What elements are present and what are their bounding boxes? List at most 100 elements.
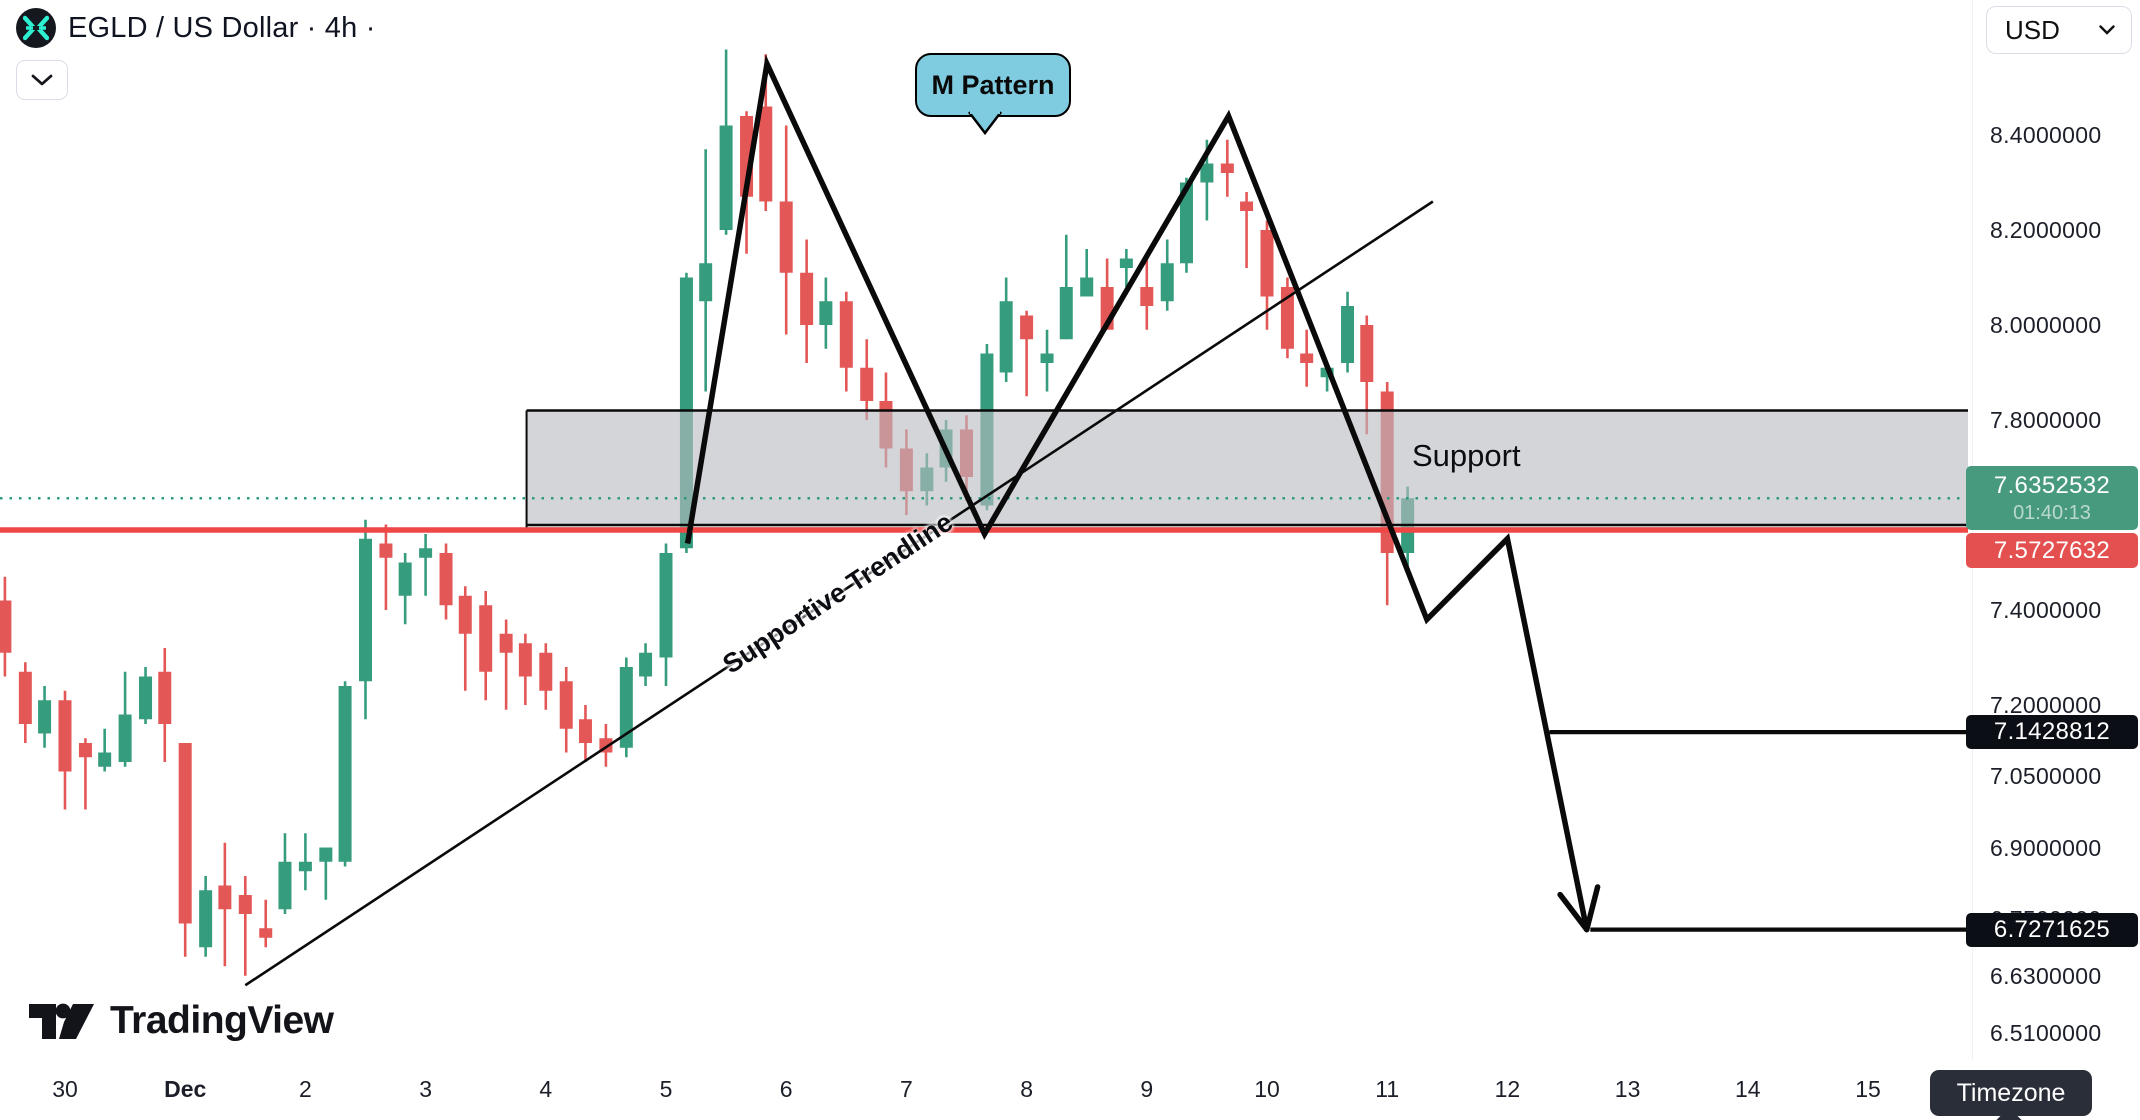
- time-tick-label: 11: [1375, 1076, 1400, 1102]
- time-tick-label: 12: [1494, 1076, 1521, 1102]
- legend-collapse-button[interactable]: [16, 60, 68, 100]
- bar-countdown: 01:40:13: [2013, 501, 2091, 524]
- candle-body: [98, 752, 112, 767]
- candle-body: [719, 125, 733, 230]
- timezone-button[interactable]: Timezone: [1930, 1070, 2092, 1116]
- candle-body: [78, 743, 92, 758]
- current-price-label: 7.6352532 01:40:13: [1966, 466, 2138, 531]
- candle-body: [278, 861, 292, 910]
- candle-body: [58, 700, 72, 772]
- candle-body: [860, 367, 874, 401]
- time-tick-label: 4: [539, 1076, 553, 1102]
- currency-select[interactable]: USD: [1986, 6, 2132, 54]
- candle-body: [359, 538, 372, 682]
- support-zone: [526, 410, 1968, 528]
- time-tick-label: 9: [1140, 1076, 1154, 1102]
- candle-body: [218, 885, 232, 910]
- candle-body: [999, 301, 1013, 373]
- price-tick-label: 8.4000000: [1990, 122, 2102, 148]
- candle-body: [1119, 258, 1133, 268]
- candle-body: [499, 633, 513, 653]
- supportive-trendline: [244, 200, 1434, 987]
- m-pattern-line: [684, 54, 1590, 931]
- m-pattern-callout[interactable]: M Pattern: [915, 53, 1071, 117]
- candle-body: [779, 201, 793, 273]
- candle-body: [38, 700, 52, 734]
- candle-body: [639, 652, 653, 677]
- candle-body: [1080, 277, 1094, 297]
- candle-body: [839, 301, 853, 368]
- target2-price-label: 6.7271625: [1966, 912, 2138, 947]
- candle-body: [479, 605, 493, 672]
- time-tick-label: Dec: [164, 1076, 207, 1102]
- candle-body: [178, 743, 192, 924]
- candle-body: [1179, 182, 1193, 264]
- target1-price-label: 7.1428812: [1966, 715, 2138, 750]
- chevron-down-icon: [2099, 25, 2115, 35]
- candle-body: [1059, 287, 1073, 340]
- candle-body: [158, 671, 172, 724]
- candle-body: [800, 272, 814, 325]
- time-tick-label: 14: [1735, 1076, 1761, 1102]
- time-tick-label: 7: [899, 1076, 913, 1102]
- time-tick-label: 15: [1855, 1076, 1881, 1102]
- support-zone-label[interactable]: Support: [1412, 438, 1521, 473]
- current-price-value: 7.6352532: [1993, 471, 2111, 499]
- egld-symbol-logo-icon[interactable]: [16, 8, 56, 48]
- price-tick-label: 7.0500000: [1990, 763, 2102, 790]
- candle-body: [619, 667, 633, 748]
- arrow-head: [1583, 884, 1601, 933]
- price-tick-label: 6.6300000: [1990, 962, 2102, 989]
- price-tick-label: 6.5100000: [1990, 1019, 2102, 1046]
- candle-body: [539, 652, 553, 691]
- candle-body: [1341, 306, 1355, 363]
- candle-body: [1160, 263, 1174, 302]
- price-tick-label: 7.8000000: [1990, 407, 2102, 433]
- m-pattern-callout-tail: [968, 111, 1002, 136]
- candle-body: [518, 643, 532, 677]
- candle-body: [338, 686, 352, 862]
- support-line-price-value: 7.5727632: [1993, 536, 2111, 564]
- tradingview-logo-icon: [29, 1003, 94, 1039]
- timezone-button-label: Timezone: [1956, 1078, 2066, 1107]
- candle-body: [1220, 163, 1234, 173]
- time-tick-label: 10: [1254, 1076, 1280, 1102]
- time-tick-label: 13: [1614, 1076, 1641, 1102]
- candle-body: [398, 562, 412, 596]
- candle-body: [298, 861, 312, 872]
- arrow-head: [1557, 891, 1590, 933]
- candle-body: [118, 714, 132, 762]
- candle-body: [259, 928, 273, 938]
- candle-body: [379, 543, 393, 558]
- price-tick-label: 6.9000000: [1990, 834, 2102, 861]
- candle-body: [1240, 201, 1254, 211]
- symbol-header: EGLD / US Dollar · 4h ·: [16, 8, 376, 48]
- candle-body: [559, 681, 573, 729]
- time-tick-label: 5: [659, 1076, 673, 1102]
- candle-body: [319, 847, 333, 862]
- time-axis[interactable]: 30 Dec 2 3 4 5 6 7 8 9 10 11 12 13 14 15: [0, 1076, 1968, 1120]
- candle-body: [419, 548, 433, 558]
- tradingview-watermark: TradingView: [28, 998, 334, 1044]
- candle-body: [1260, 230, 1274, 297]
- target1-price-value: 7.1428812: [1993, 718, 2111, 746]
- candle-body: [439, 553, 453, 606]
- candle-body: [1140, 287, 1154, 306]
- candle-body: [819, 301, 833, 325]
- candle-body: [458, 595, 472, 634]
- candle-body: [1020, 315, 1034, 340]
- price-tick-label: 8.0000000: [1990, 312, 2102, 338]
- candle-body: [0, 600, 12, 653]
- target2-price-value: 6.7271625: [1993, 915, 2111, 943]
- time-tick-label: 8: [1020, 1076, 1033, 1102]
- time-tick-label: 2: [298, 1076, 312, 1102]
- candle-body: [1200, 163, 1214, 183]
- symbol-title[interactable]: EGLD / US Dollar · 4h ·: [68, 11, 376, 44]
- time-tick-label: 30: [52, 1076, 78, 1102]
- candle-body: [1040, 353, 1054, 363]
- chevron-down-icon: [31, 74, 53, 86]
- candle-body: [1280, 287, 1294, 349]
- time-tick-label: 6: [779, 1076, 793, 1102]
